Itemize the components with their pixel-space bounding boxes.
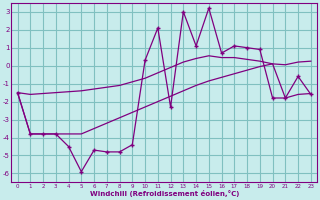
- X-axis label: Windchill (Refroidissement éolien,°C): Windchill (Refroidissement éolien,°C): [90, 190, 239, 197]
